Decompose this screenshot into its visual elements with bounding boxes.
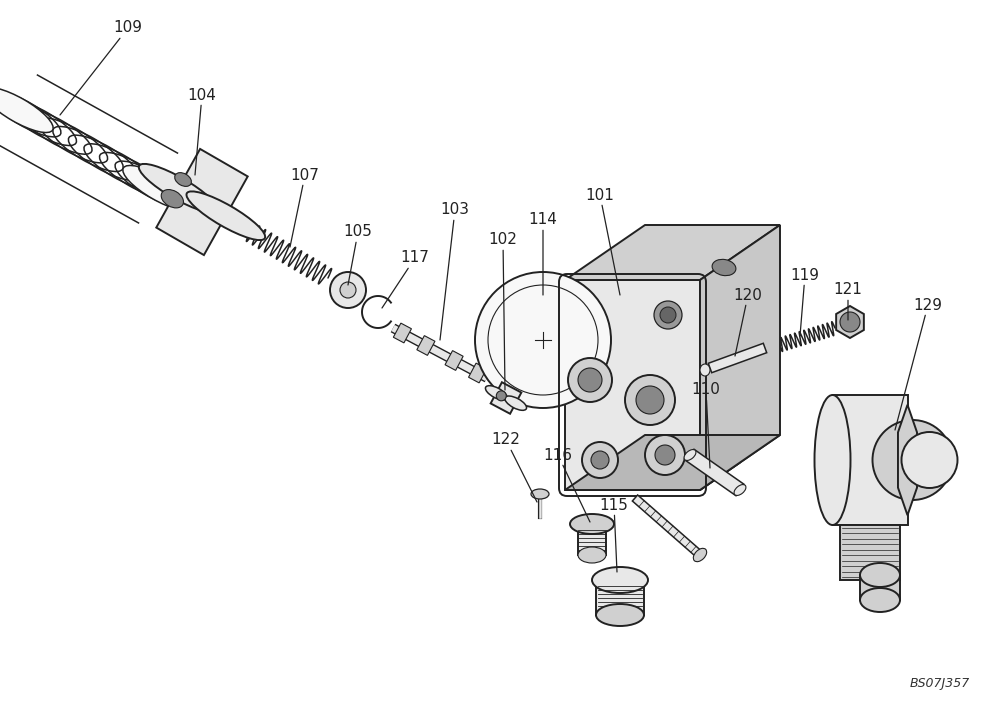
Text: 122: 122 xyxy=(492,432,537,502)
Ellipse shape xyxy=(475,272,611,408)
Text: 129: 129 xyxy=(895,298,942,430)
Text: 103: 103 xyxy=(440,203,470,340)
Ellipse shape xyxy=(0,87,53,132)
Ellipse shape xyxy=(700,364,710,376)
Ellipse shape xyxy=(591,451,609,469)
Ellipse shape xyxy=(340,282,356,298)
Text: 104: 104 xyxy=(188,87,216,175)
Polygon shape xyxy=(840,525,900,580)
Text: 107: 107 xyxy=(290,168,319,247)
Text: 114: 114 xyxy=(529,213,557,295)
Polygon shape xyxy=(860,575,900,600)
Polygon shape xyxy=(632,495,703,558)
Polygon shape xyxy=(565,435,780,490)
Ellipse shape xyxy=(655,445,675,465)
Ellipse shape xyxy=(175,172,191,187)
Text: 117: 117 xyxy=(382,251,429,308)
Polygon shape xyxy=(836,306,864,338)
Ellipse shape xyxy=(596,604,644,626)
Ellipse shape xyxy=(645,435,685,475)
Ellipse shape xyxy=(693,548,707,562)
Text: 116: 116 xyxy=(544,448,590,522)
Text: 102: 102 xyxy=(489,232,517,390)
Ellipse shape xyxy=(872,420,952,500)
Bar xyxy=(578,530,606,555)
Ellipse shape xyxy=(840,312,860,332)
Polygon shape xyxy=(565,280,700,490)
Ellipse shape xyxy=(860,563,900,587)
Text: 101: 101 xyxy=(586,187,620,295)
Ellipse shape xyxy=(505,396,527,410)
Text: BS07J357: BS07J357 xyxy=(910,677,970,690)
Polygon shape xyxy=(445,351,463,370)
Text: 121: 121 xyxy=(834,282,862,320)
Ellipse shape xyxy=(684,450,696,460)
Ellipse shape xyxy=(814,395,850,525)
Ellipse shape xyxy=(712,259,736,276)
Ellipse shape xyxy=(860,588,900,612)
Polygon shape xyxy=(417,336,435,356)
Ellipse shape xyxy=(330,272,366,308)
Ellipse shape xyxy=(578,547,606,563)
Polygon shape xyxy=(156,149,248,255)
Text: 115: 115 xyxy=(600,498,628,572)
Polygon shape xyxy=(469,363,487,383)
Polygon shape xyxy=(686,449,744,496)
Text: 119: 119 xyxy=(790,268,820,336)
Ellipse shape xyxy=(161,189,183,208)
Ellipse shape xyxy=(625,375,675,425)
Ellipse shape xyxy=(139,164,218,213)
Polygon shape xyxy=(575,463,740,490)
Ellipse shape xyxy=(496,391,506,401)
Polygon shape xyxy=(393,323,411,343)
Ellipse shape xyxy=(636,386,664,414)
Ellipse shape xyxy=(186,191,265,240)
Ellipse shape xyxy=(654,301,682,329)
Ellipse shape xyxy=(592,567,648,593)
Ellipse shape xyxy=(123,165,193,210)
Ellipse shape xyxy=(570,514,614,534)
Ellipse shape xyxy=(485,386,507,400)
Polygon shape xyxy=(596,585,644,615)
Polygon shape xyxy=(708,344,767,372)
Text: 110: 110 xyxy=(692,382,720,468)
Ellipse shape xyxy=(734,484,746,496)
Ellipse shape xyxy=(531,489,549,499)
Ellipse shape xyxy=(902,432,958,488)
Text: 120: 120 xyxy=(734,287,762,356)
Polygon shape xyxy=(898,405,917,515)
Polygon shape xyxy=(700,225,780,490)
Polygon shape xyxy=(832,395,908,525)
Text: 109: 109 xyxy=(60,20,143,115)
Polygon shape xyxy=(491,382,521,414)
Ellipse shape xyxy=(582,442,618,478)
Polygon shape xyxy=(565,225,780,280)
Ellipse shape xyxy=(660,307,676,323)
Ellipse shape xyxy=(578,368,602,392)
Ellipse shape xyxy=(568,358,612,402)
Text: 105: 105 xyxy=(344,225,372,285)
